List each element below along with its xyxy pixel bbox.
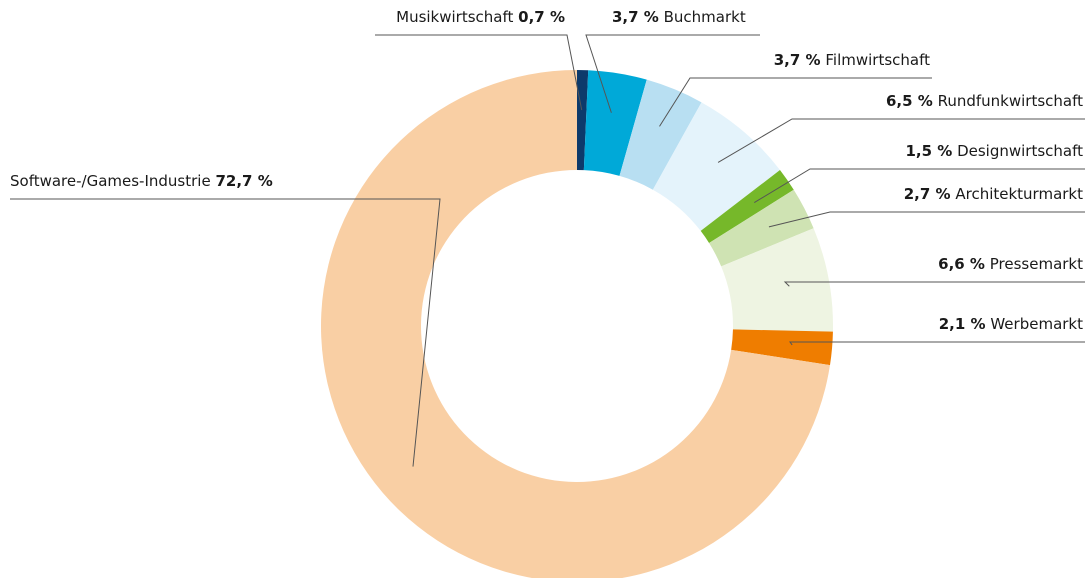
leader-line [754, 168, 1085, 203]
category-name: Architekturmarkt [955, 185, 1083, 203]
value-label: 1,5 % [905, 142, 952, 160]
leader-line [717, 118, 1085, 163]
value-label: 2,1 % [939, 315, 986, 333]
value-label: 3,7 % [612, 8, 659, 26]
segment-label: 6,6 % Pressemarkt [938, 255, 1083, 273]
segment-label: 2,1 % Werbemarkt [939, 315, 1083, 333]
segment-label: Musikwirtschaft 0,7 % [396, 8, 565, 26]
value-label: 3,7 % [774, 51, 821, 69]
donut-segment [577, 70, 589, 171]
leader-line [585, 34, 760, 113]
value-label: 0,7 % [518, 8, 565, 26]
value-label: 6,5 % [886, 92, 933, 110]
value-label: 2,7 % [904, 185, 951, 203]
donut-segment [619, 79, 702, 190]
segment-label: 1,5 % Designwirtschaft [905, 142, 1083, 160]
segment-label: 3,7 % Buchmarkt [612, 8, 746, 26]
value-label: 6,6 % [938, 255, 985, 273]
leader-line [783, 281, 1085, 287]
donut-segment [721, 228, 833, 332]
leader-line [768, 211, 1085, 228]
category-name: Buchmarkt [664, 8, 746, 26]
category-name: Pressemarkt [990, 255, 1083, 273]
category-name: Software-/Games-Industrie [10, 172, 211, 190]
donut-segment [321, 70, 830, 578]
segment-label: Software-/Games-Industrie 72,7 % [10, 172, 273, 190]
donut-segment [731, 329, 833, 366]
segment-label: 3,7 % Filmwirtschaft [774, 51, 930, 69]
donut-segment [583, 70, 647, 176]
category-name: Designwirtschaft [957, 142, 1083, 160]
leader-line [789, 341, 1085, 346]
donut-segment [709, 189, 814, 267]
category-name: Filmwirtschaft [825, 51, 930, 69]
segment-label: 2,7 % Architekturmarkt [904, 185, 1083, 203]
leader-line [375, 34, 583, 111]
donut-segment [700, 169, 794, 243]
leader-line [659, 77, 932, 127]
donut-segment [652, 102, 780, 231]
category-name: Rundfunkwirtschaft [938, 92, 1084, 110]
category-name: Musikwirtschaft [396, 8, 513, 26]
category-name: Werbemarkt [990, 315, 1083, 333]
segment-label: 6,5 % Rundfunkwirtschaft [886, 92, 1083, 110]
leader-line [10, 198, 441, 467]
value-label: 72,7 % [215, 172, 272, 190]
